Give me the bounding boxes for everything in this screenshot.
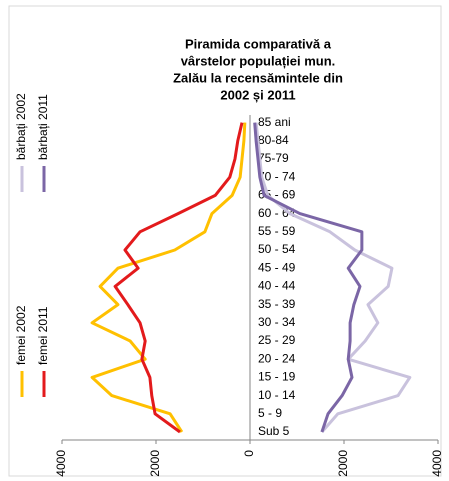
category-label: 5 - 9 (258, 406, 282, 420)
category-label: 80-84 (258, 133, 289, 147)
category-label: 45 - 49 (258, 260, 296, 274)
x-tick-label: 2000 (336, 450, 350, 477)
x-tick-label: 0 (242, 450, 256, 457)
category-label: 35 - 39 (258, 297, 296, 311)
category-label: 50 - 54 (258, 242, 296, 256)
category-label: 15 - 19 (258, 370, 296, 384)
chart-title: 2002 și 2011 (220, 87, 295, 102)
chart-title: Piramida comparativă a (185, 36, 332, 51)
category-label: 75-79 (258, 151, 289, 165)
series-line (90, 122, 247, 433)
legend-label: bărbați 2002 (14, 93, 28, 160)
category-label: 40 - 44 (258, 279, 296, 293)
legend-label: femei 2011 (36, 306, 50, 365)
series-line (113, 122, 244, 434)
x-tick-label: 4000 (54, 450, 68, 477)
category-label: 85 ani (258, 115, 291, 129)
legend-label: femei 2002 (14, 305, 28, 365)
x-tick-label: 2000 (148, 450, 162, 477)
category-label: 25 - 29 (258, 333, 296, 347)
category-label: Sub 5 (258, 424, 290, 438)
category-label: 20 - 24 (258, 351, 296, 365)
series-line (254, 122, 412, 433)
chart-title: Zalău la recensămintele din (173, 70, 343, 85)
x-tick-label: 4000 (430, 450, 444, 477)
category-label: 55 - 59 (258, 224, 296, 238)
legend-label: bărbați 2011 (36, 94, 50, 160)
category-label: 10 - 14 (258, 388, 296, 402)
category-label: 30 - 34 (258, 315, 296, 329)
chart-frame (8, 5, 442, 477)
series-line (253, 122, 364, 433)
chart-title: vârstelor populației mun. (181, 53, 336, 68)
category-label: 70 - 74 (258, 169, 296, 183)
